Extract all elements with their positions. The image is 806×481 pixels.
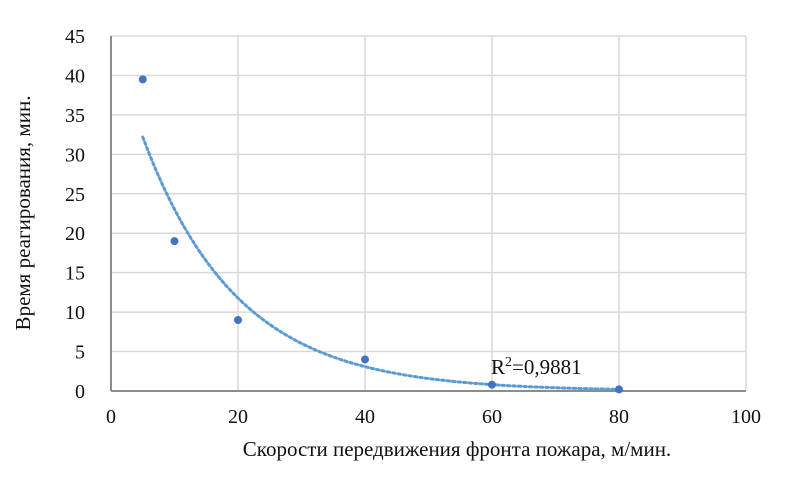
x-tick-label: 100 — [731, 406, 761, 428]
x-tick-label: 80 — [609, 406, 629, 428]
data-point — [615, 385, 623, 394]
y-tick-label: 20 — [65, 223, 85, 245]
data-point — [170, 237, 179, 246]
y-tick-label: 0 — [75, 381, 85, 403]
x-tick-label: 20 — [228, 406, 248, 428]
x-tick-label: 40 — [355, 406, 375, 428]
data-point — [234, 316, 242, 324]
trendline — [141, 135, 621, 391]
r-squared-label: R2=0,9881 — [491, 355, 582, 379]
y-tick-label: 5 — [75, 342, 85, 364]
axes — [110, 36, 746, 392]
y-tick-label: 45 — [65, 26, 85, 48]
y-axis-title: Время реагирования, мин. — [11, 96, 35, 331]
data-point — [488, 380, 496, 389]
gridlines — [111, 35, 747, 391]
y-tick-label: 35 — [65, 105, 85, 127]
y-tick-label: 10 — [65, 302, 85, 324]
r-squared-superscript: 2 — [505, 355, 512, 370]
data-point — [361, 355, 369, 364]
x-tick-label: 0 — [106, 406, 116, 428]
y-tick-label: 30 — [65, 144, 85, 166]
x-tick-label: 60 — [482, 406, 502, 428]
data-points — [138, 75, 623, 394]
y-tick-label: 40 — [65, 65, 85, 87]
y-tick-label: 25 — [65, 184, 85, 206]
trendline-group — [141, 135, 621, 391]
tick-labels: 0 5 10 15 20 25 30 35 40 45 0 20 40 60 80 100 — [65, 26, 761, 428]
x-axis-title: Скорости передвижения фронта пожара, м/м… — [243, 437, 671, 461]
data-point — [138, 75, 147, 84]
y-tick-label: 15 — [65, 263, 85, 285]
r-squared-prefix: R — [491, 355, 505, 379]
r-squared-value: =0,9881 — [512, 355, 582, 379]
